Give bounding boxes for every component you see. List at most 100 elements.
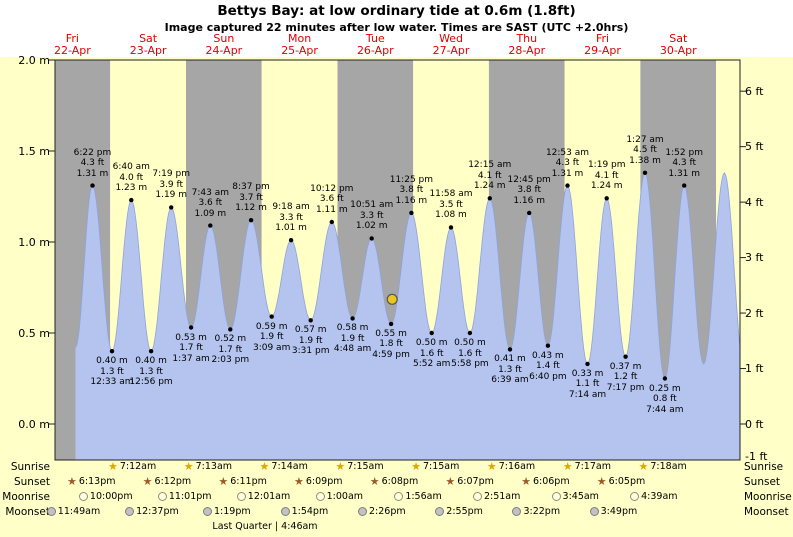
low-tide-annotation: 0.25 m 0.8 ft 7:44 am: [646, 383, 684, 415]
moonrise-event: 12:01am: [236, 491, 290, 502]
high-tide-dot: [565, 183, 570, 188]
sunrise-time: 7:18am: [650, 461, 687, 472]
moonset-icon: [203, 507, 213, 516]
sunrise-icon: ★: [107, 459, 118, 473]
tide-area: [75, 172, 740, 461]
right-axis-label: 3 ft: [745, 251, 764, 265]
sunrise-time: 7:14am: [271, 461, 308, 472]
right-axis-label: 2 ft: [745, 306, 764, 320]
sunrise-time: 7:15am: [347, 461, 384, 472]
moonrise-time: 2:51am: [483, 491, 521, 502]
low-tide-annotation: 0.58 m 1.9 ft 4:48 am: [333, 323, 372, 355]
high-tide-dot: [487, 196, 492, 201]
page-subtitle: Image captured 22 minutes after low wate…: [164, 21, 629, 34]
low-tide-dot: [269, 314, 274, 319]
moon-phase-note: Last Quarter | 4:46am: [212, 521, 318, 532]
moonrise-event: 2:51am: [472, 491, 521, 502]
low-tide-annotation: 0.50 m 1.6 ft 5:52 am: [413, 338, 451, 369]
moonrise-time: 1:56am: [405, 491, 442, 502]
moonset-icon: [589, 507, 599, 516]
sunset-icon: ★: [66, 474, 77, 488]
plot-frame: [54, 59, 741, 461]
sunrise-event: ★ 7:18am: [638, 459, 687, 473]
high-tide-annotation: 8:37 pm 3.7 ft 1.12 m: [232, 182, 270, 214]
high-tide-annotation: 12:53 am 4.3 ft 1.31 m: [545, 147, 590, 179]
current-time-marker: [386, 293, 398, 305]
sunrise-icon: ★: [183, 459, 194, 473]
moonset-time: 3:22pm: [523, 506, 561, 517]
sunset-event: ★ 6:11pm: [218, 474, 267, 488]
sunset-time: 6:06pm: [532, 476, 570, 487]
moonrise-icon: [157, 492, 167, 501]
sunset-icon: ★: [445, 474, 456, 488]
moonrise-icon: [315, 492, 325, 501]
low-tide-annotation: 0.43 m 1.4 ft 6:40 pm: [529, 350, 567, 382]
moonset-event: 12:37pm: [125, 506, 179, 517]
right-axis-label: 6 ft: [745, 84, 764, 98]
sunset-icon: ★: [294, 474, 304, 488]
sunset-time: 6:12pm: [154, 476, 192, 487]
moonset-time: 2:55pm: [446, 506, 483, 517]
sunset-event: ★ 6:13pm: [66, 474, 116, 488]
right-axis-label: 0 ft: [745, 417, 764, 431]
sunrise-icon: ★: [259, 459, 270, 473]
sunrise-row-label-left: Sunrise: [10, 461, 50, 473]
high-tide-annotation: 7:43 am 3.6 ft 1.09 m: [191, 187, 229, 219]
moonrise-event: 1:56am: [394, 491, 442, 502]
moonset-icon: [358, 507, 368, 516]
left-axis-label: 1.5 m: [18, 145, 50, 158]
high-tide-dot: [129, 197, 134, 203]
high-tide-dot: [90, 183, 95, 188]
high-tide-dot: [448, 225, 454, 230]
sunset-event: ★ 6:05pm: [596, 474, 646, 488]
low-tide-annotation: 0.40 m 1.3 ft 12:56 pm: [129, 356, 173, 388]
high-tide-annotation: 6:22 pm 4.3 ft 1.31 m: [73, 147, 112, 179]
low-tide-dot: [308, 318, 313, 323]
day-label: Sun 24-Apr: [205, 32, 243, 57]
high-tide-dot: [527, 210, 532, 216]
day-label: Fri 29-Apr: [584, 32, 621, 57]
low-tide-dot: [109, 349, 115, 354]
high-tide-dot: [604, 196, 609, 201]
day-label: Thu 28-Apr: [508, 32, 546, 57]
moonset-icon: [125, 507, 135, 516]
sunrise-row-label-right: Sunrise: [744, 461, 784, 473]
sunrise-icon: ★: [335, 459, 346, 473]
high-tide-annotation: 1:27 am 4.5 ft 1.38 m: [626, 134, 664, 166]
sunrise-time: 7:17am: [574, 461, 611, 472]
low-tide-dot: [545, 343, 551, 348]
day-label: Wed 27-Apr: [432, 32, 470, 57]
low-tide-annotation: 0.57 m 1.9 ft 3:31 pm: [291, 325, 330, 357]
right-axis-label: 4 ft: [745, 195, 764, 209]
moonrise-row-label-right: Moonrise: [744, 491, 792, 503]
sunset-icon: ★: [521, 474, 531, 488]
moonset-event: 2:26pm: [358, 506, 406, 517]
sunrise-event: ★ 7:14am: [259, 459, 308, 473]
moonset-icon: [46, 507, 56, 516]
tide-curve: [75, 172, 741, 380]
sunrise-event: ★ 7:13am: [183, 459, 232, 473]
sunset-time: 6:05pm: [608, 476, 646, 487]
sunset-icon: ★: [218, 474, 229, 488]
moonrise-icon: [630, 492, 640, 501]
sunrise-event: ★ 7:17am: [562, 459, 611, 473]
day-label: Sat 30-Apr: [659, 32, 697, 57]
high-tide-annotation: 11:58 am 3.5 ft 1.08 m: [429, 189, 473, 221]
moonset-time: 11:49am: [57, 506, 101, 517]
left-axis-label: 2.0 m: [18, 54, 50, 67]
low-tide-dot: [228, 327, 233, 332]
sunset-icon: ★: [596, 474, 607, 488]
moonset-event: 1:54pm: [280, 506, 328, 517]
sunrise-icon: ★: [562, 459, 573, 473]
sunrise-time: 7:15am: [422, 461, 460, 472]
sunset-event: ★ 6:08pm: [370, 476, 419, 488]
moonset-event: 11:49am: [46, 506, 101, 517]
sunset-icon: ★: [142, 474, 153, 488]
moonset-event: 2:55pm: [435, 506, 483, 517]
moonset-time: 2:26pm: [369, 506, 406, 517]
moonrise-time: 10:00pm: [89, 491, 133, 502]
moonset-time: 3:49pm: [600, 506, 638, 517]
sunrise-icon: ★: [638, 459, 649, 473]
